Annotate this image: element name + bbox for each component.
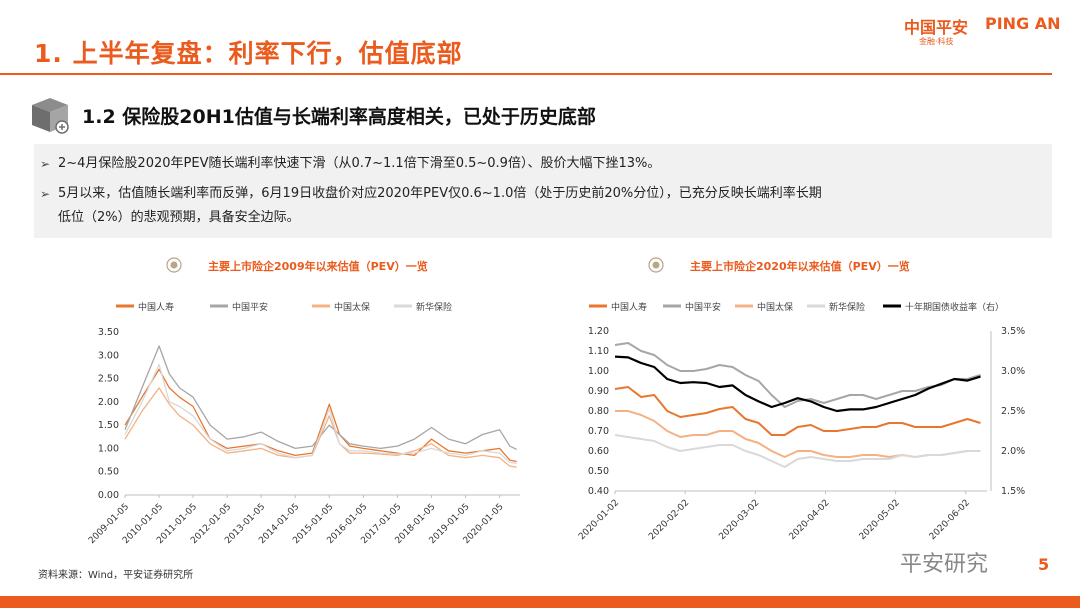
page-title: 1. 上半年复盘：利率下行，估值底部 [34, 39, 463, 68]
series-line [614, 434, 981, 468]
chart2-title: 主要上市险企2020年以来估值（PEV）一览 [690, 260, 910, 273]
series-line [614, 386, 981, 436]
series-line [615, 410, 981, 458]
y-tick-label: 2.00 [98, 397, 119, 408]
bullet-continuation: 低位（2%）的悲观预期，具备安全边际。 [58, 206, 300, 230]
brand-tagline: 金融·科技 [919, 37, 954, 46]
y-tick-label: 1.50 [98, 420, 119, 431]
legend-label: 中国平安 [232, 301, 268, 313]
bullet-box: ➢ 2~4月保险股2020年PEV随长端利率快速下滑（从0.7~1.1倍下滑至0… [34, 144, 1052, 238]
source-note: 资料来源：Wind，平安证券研究所 [38, 570, 194, 581]
title-divider [0, 73, 1052, 75]
y-tick-label: 1.10 [588, 346, 609, 357]
legend-label: 新华保险 [829, 301, 865, 313]
x-tick-label: 2020-03-02 [717, 498, 761, 542]
y-tick-label: 1.00 [588, 366, 609, 377]
y-tick-label: 3.50 [98, 327, 119, 338]
y-tick-label: 0.50 [98, 467, 119, 478]
x-tick-label: 2020-06-02 [928, 498, 972, 542]
wechat-watermark: 平安研究 [900, 552, 989, 577]
brand-logo-cn: 中国平安 [904, 18, 969, 37]
y-tick-label: 1.00 [98, 443, 119, 454]
y-tick-label: 3.00 [98, 350, 119, 361]
chart1-pev-2009: 中国人寿 中国平安 中国太保 新华保险 0.00 0.50 1.00 1.50 2.00 2.50… [87, 301, 520, 546]
bullet-item: ➢ 2~4月保险股2020年PEV随长端利率快速下滑（从0.7~1.1倍下滑至0… [40, 152, 661, 176]
series-line [124, 363, 517, 464]
legend-label: 新华保险 [416, 301, 452, 313]
section-subtitle: 1.2 保险股20H1估值与长端利率高度相关，已处于历史底部 [82, 106, 596, 128]
y-tick-label: 2.50 [98, 374, 119, 385]
series-line [124, 345, 517, 450]
chart1-title: 主要上市险企2009年以来估值（PEV）一览 [208, 260, 428, 273]
bullet-text: 2~4月保险股2020年PEV随长端利率快速下滑（从0.7~1.1倍下滑至0.5… [58, 156, 661, 171]
legend-label: 十年期国债收益率（右） [905, 301, 1004, 313]
series-line [614, 355, 981, 413]
y-tick-label: 1.20 [588, 326, 609, 337]
bottom-bar [0, 596, 1080, 608]
x-tick-label: 2020-05-02 [858, 498, 902, 542]
legend-label: 中国太保 [757, 301, 793, 313]
x-tick-label: 2020-04-02 [788, 498, 832, 542]
x-tick-label: 2020-02-02 [647, 498, 691, 542]
legend-label: 中国太保 [334, 301, 370, 313]
legend-label: 中国人寿 [138, 301, 174, 313]
arrow-right-icon: ➢ [40, 157, 51, 171]
bullet-item: ➢ 5月以来，估值随长端利率而反弹，6月19日收盘价对应2020年PEV仅0.6… [40, 182, 822, 206]
bullet-text: 5月以来，估值随长端利率而反弹，6月19日收盘价对应2020年PEV仅0.6~1… [58, 186, 822, 201]
legend-label: 中国平安 [685, 301, 721, 313]
x-tick-label: 2020-01-02 [577, 498, 621, 542]
y2-tick-label: 2.0% [1001, 446, 1025, 457]
y2-tick-label: 1.5% [1001, 486, 1025, 497]
target-icon [166, 257, 182, 273]
y-tick-label: 0.90 [588, 386, 609, 397]
y2-tick-label: 2.5% [1001, 406, 1025, 417]
target-icon [648, 257, 664, 273]
y2-tick-label: 3.0% [1001, 366, 1025, 377]
brand-logo-en: PING AN [985, 14, 1061, 33]
arrow-right-icon: ➢ [40, 187, 51, 201]
bullet-text: 低位（2%）的悲观预期，具备安全边际。 [58, 210, 300, 225]
series-line [124, 368, 517, 463]
series-line [614, 342, 981, 408]
y-tick-label: 0.40 [588, 486, 609, 497]
series-line [124, 387, 517, 468]
y-tick-label: 0.80 [588, 406, 609, 417]
y-tick-label: 0.50 [588, 466, 609, 477]
y2-tick-label: 3.5% [1001, 326, 1025, 337]
legend-label: 中国人寿 [611, 301, 647, 313]
box-icon [32, 98, 69, 134]
y-tick-label: 0.60 [588, 446, 609, 457]
chart2-pev-2020: 中国人寿 中国平安 中国太保 新华保险 十年期国债收益率（右） 0.40 0.50 0.60 0… [577, 301, 1025, 542]
page-number: 5 [1038, 555, 1050, 574]
y-tick-label: 0.00 [98, 490, 119, 501]
y-tick-label: 0.70 [588, 426, 609, 437]
